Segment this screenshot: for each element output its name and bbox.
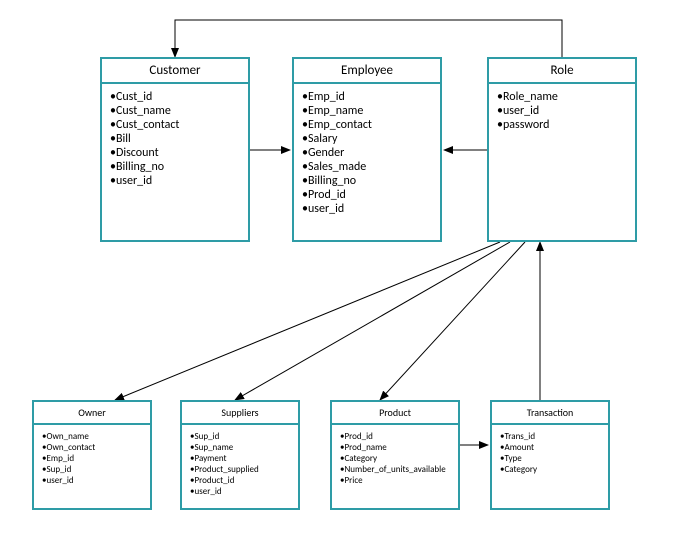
connector-role-product (380, 242, 525, 400)
attribute: •Prod_id (340, 431, 450, 442)
entity-attributes: •Own_name•Own_contact•Emp_id•Sup_id•user… (34, 425, 150, 492)
attribute: •user_id (42, 475, 142, 486)
attribute: •Role_name (497, 90, 627, 104)
attribute: •user_id (110, 174, 240, 188)
attribute: •Billing_no (302, 174, 432, 188)
attribute: •Number_of_units_available (340, 464, 450, 475)
attribute: •Type (500, 453, 600, 464)
entity-attributes: •Emp_id•Emp_name•Emp_contact•Salary•Gend… (294, 84, 440, 222)
attribute: •Trans_id (500, 431, 600, 442)
entity-title: Employee (294, 59, 440, 84)
entity-attributes: •Cust_id•Cust_name•Cust_contact•Bill•Dis… (102, 84, 248, 194)
attribute: •Cust_id (110, 90, 240, 104)
entity-attributes: •Role_name•user_id•password (489, 84, 635, 138)
attribute: •Discount (110, 146, 240, 160)
attribute: •Own_name (42, 431, 142, 442)
attribute: •Sup_name (190, 442, 290, 453)
attribute: •user_id (302, 202, 432, 216)
attribute: •Emp_id (302, 90, 432, 104)
attribute: •Prod_id (302, 188, 432, 202)
attribute: •Billing_no (110, 160, 240, 174)
attribute: •user_id (190, 486, 290, 497)
attribute: •Cust_name (110, 104, 240, 118)
entity-attributes: •Prod_id•Prod_name•Category•Number_of_un… (332, 425, 458, 492)
attribute: •Payment (190, 453, 290, 464)
entity-attributes: •Trans_id•Amount•Type•Category (492, 425, 608, 481)
entity-title: Product (332, 402, 458, 425)
attribute: •Cust_contact (110, 118, 240, 132)
attribute: •Sup_id (42, 464, 142, 475)
attribute: •user_id (497, 104, 627, 118)
entity-product: Product•Prod_id•Prod_name•Category•Numbe… (330, 400, 460, 510)
attribute: •Category (340, 453, 450, 464)
entity-title: Owner (34, 402, 150, 425)
attribute: •Sales_made (302, 160, 432, 174)
attribute: •Sup_id (190, 431, 290, 442)
entity-title: Suppliers (182, 402, 298, 425)
attribute: •Amount (500, 442, 600, 453)
entity-suppliers: Suppliers•Sup_id•Sup_name•Payment•Produc… (180, 400, 300, 510)
attribute: •Product_id (190, 475, 290, 486)
attribute: •Gender (302, 146, 432, 160)
entity-role: Role•Role_name•user_id•password (487, 57, 637, 242)
attribute: •Emp_contact (302, 118, 432, 132)
entity-customer: Customer•Cust_id•Cust_name•Cust_contact•… (100, 57, 250, 242)
attribute: •Prod_name (340, 442, 450, 453)
connector-role-owner (115, 242, 500, 400)
attribute: •Product_supplied (190, 464, 290, 475)
entity-title: Role (489, 59, 635, 84)
attribute: •Emp_name (302, 104, 432, 118)
entity-attributes: •Sup_id•Sup_name•Payment•Product_supplie… (182, 425, 298, 503)
entity-title: Transaction (492, 402, 608, 425)
attribute: •Own_contact (42, 442, 142, 453)
connector-role-suppliers (235, 242, 510, 400)
entity-owner: Owner•Own_name•Own_contact•Emp_id•Sup_id… (32, 400, 152, 510)
attribute: •Salary (302, 132, 432, 146)
attribute: •password (497, 118, 627, 132)
entity-employee: Employee•Emp_id•Emp_name•Emp_contact•Sal… (292, 57, 442, 242)
entity-transaction: Transaction•Trans_id•Amount•Type•Categor… (490, 400, 610, 510)
attribute: •Emp_id (42, 453, 142, 464)
attribute: •Price (340, 475, 450, 486)
attribute: •Bill (110, 132, 240, 146)
attribute: •Category (500, 464, 600, 475)
entity-title: Customer (102, 59, 248, 84)
connector-role-customer (175, 20, 562, 57)
